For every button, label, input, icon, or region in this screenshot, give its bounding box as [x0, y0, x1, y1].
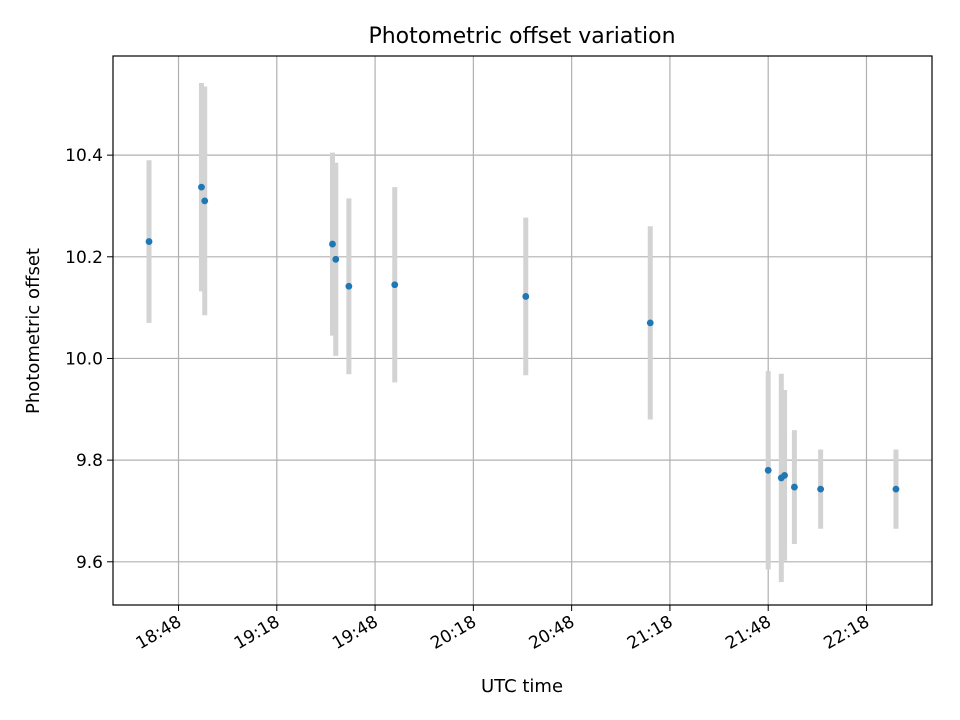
- y-tick-label: 10.0: [65, 349, 103, 369]
- data-point: [892, 485, 900, 493]
- data-point: [198, 183, 205, 191]
- y-tick-label: 9.8: [76, 451, 103, 471]
- data-point: [522, 293, 530, 300]
- y-tick-label: 9.6: [76, 553, 103, 573]
- data-point: [145, 238, 153, 245]
- data-point: [201, 197, 209, 205]
- chart-title: Photometric offset variation: [368, 24, 675, 49]
- data-point: [764, 466, 772, 474]
- data-point: [345, 282, 353, 290]
- data-point: [332, 255, 340, 263]
- x-axis-label: UTC time: [481, 676, 563, 697]
- data-points: [145, 183, 900, 493]
- y-axis-label: Photometric offset: [23, 248, 44, 414]
- data-point: [791, 483, 798, 491]
- y-tick-label: 10.2: [65, 248, 103, 268]
- data-point: [781, 471, 788, 479]
- data-point: [329, 240, 336, 248]
- data-point: [391, 281, 399, 289]
- plot-frame: [112, 55, 933, 606]
- data-point: [817, 485, 825, 493]
- data-point: [646, 319, 654, 327]
- y-axis: 9.6 9.8 10.0 10.2 10.4: [65, 146, 113, 573]
- y-tick-label: 10.4: [65, 146, 103, 166]
